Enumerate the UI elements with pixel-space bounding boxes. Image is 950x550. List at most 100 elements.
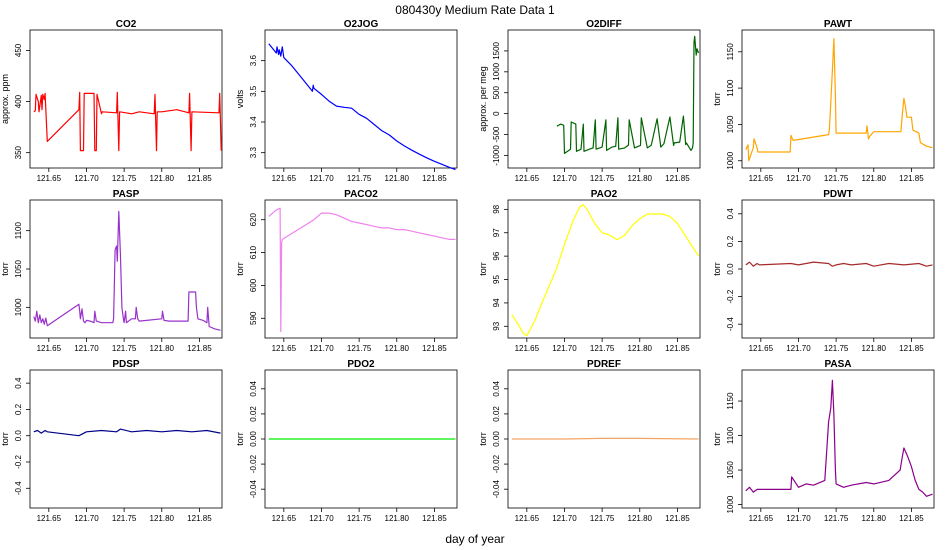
y-tick-label: 3.6	[249, 55, 258, 67]
x-tick-label: 121.65	[515, 514, 540, 523]
y-tick-label: 0.0	[14, 430, 23, 442]
x-tick-label: 121.75	[112, 514, 137, 523]
plot-frame	[264, 29, 458, 169]
x-tick-label: 121.65	[37, 514, 62, 523]
y-tick-label: 1000	[726, 151, 735, 169]
x-tick-label: 121.65	[272, 344, 297, 353]
y-tick-label: 1050	[726, 115, 735, 133]
y-tick-label: 3.3	[249, 147, 258, 159]
x-tick-label: 121.75	[347, 344, 372, 353]
y-tick-label: 3.4	[249, 116, 258, 128]
x-tick-label: 121.70	[552, 174, 577, 183]
panel-pasa: PASA torr 121.65 121.70 121.75 121.80 121.85 10…	[712, 359, 935, 523]
plot-frame	[741, 369, 935, 509]
y-tick-label: -500	[492, 126, 501, 143]
x-tick-label: 121.80	[150, 514, 175, 523]
x-tick-label: 121.75	[824, 344, 849, 353]
x-tick-label: 121.65	[272, 514, 297, 523]
x-tick-label: 121.75	[590, 344, 615, 353]
panel-co2: CO2 approx. ppm 121.65 121.70 121.75 121.80 12…	[0, 19, 223, 183]
x-tick-label: 121.85	[187, 344, 212, 353]
panel-title: PAO2	[591, 189, 618, 200]
x-tick-label: 121.65	[749, 344, 774, 353]
x-tick-label: 121.80	[862, 514, 887, 523]
panel-paco2: PACO2 torr 121.65 121.70 121.75 121.80 121.85 5…	[235, 189, 458, 353]
x-tick-label: 121.85	[422, 344, 447, 353]
x-tick-label: 121.65	[272, 174, 297, 183]
panel-title: PDSP	[112, 359, 140, 370]
series-line-0	[745, 38, 933, 162]
x-tick-label: 121.75	[590, 174, 615, 183]
series-line-0	[745, 261, 933, 267]
y-tick-label: 1150	[726, 43, 735, 61]
series-line-0	[268, 43, 456, 171]
x-tick-label: 121.85	[422, 174, 447, 183]
plot-frame	[507, 29, 701, 169]
x-tick-label: 121.70	[552, 514, 577, 523]
y-tick-label: -0.2	[726, 289, 735, 303]
panel-pawt: PAWT torr 121.65 121.70 121.75 121.80 121.85 10…	[712, 19, 935, 183]
y-tick-label: 1150	[726, 392, 735, 410]
y-tick-label: 0.04	[492, 380, 501, 396]
x-tick-label: 121.70	[552, 344, 577, 353]
y-tick-label: 620	[249, 212, 258, 226]
series-line-0	[33, 91, 222, 152]
series-line-0	[268, 207, 456, 332]
x-tick-label: 121.65	[37, 344, 62, 353]
x-tick-label: 121.85	[899, 514, 924, 523]
panel-title: CO2	[116, 19, 137, 30]
y-tick-label: -0.04	[249, 480, 258, 499]
x-tick-label: 121.65	[37, 174, 62, 183]
x-tick-label: 121.80	[385, 514, 410, 523]
x-tick-label: 121.75	[824, 174, 849, 183]
x-tick-label: 121.85	[899, 174, 924, 183]
y-tick-label: 600	[249, 278, 258, 292]
x-tick-label: 121.70	[309, 344, 334, 353]
y-tick-label: 610	[249, 245, 258, 259]
figure-title: 080430y Medium Rate Data 1	[395, 3, 555, 17]
panel-title: O2DIFF	[586, 19, 622, 30]
x-tick-label: 121.75	[590, 514, 615, 523]
x-tick-label: 121.80	[628, 174, 653, 183]
panel-title: PDWT	[823, 189, 852, 200]
y-tick-label: 450	[14, 43, 23, 57]
y-axis-label: torr	[0, 432, 10, 446]
y-tick-label: 500	[492, 86, 501, 100]
y-tick-label: 0.4	[726, 208, 735, 220]
y-axis-label: torr	[235, 432, 245, 446]
plot-frame	[741, 199, 935, 339]
x-tick-label: 121.85	[422, 514, 447, 523]
series-line-0	[33, 210, 221, 331]
x-tick-label: 121.75	[824, 514, 849, 523]
panel-title: PDREF	[587, 359, 621, 370]
y-axis-label: torr	[712, 432, 722, 446]
y-tick-label: 1000	[14, 298, 23, 316]
y-tick-label: 0.00	[492, 431, 501, 447]
plot-frame	[741, 29, 935, 169]
panel-o2diff: O2DIFF approx. per meg 121.65 121.70 121.75 1…	[478, 19, 701, 183]
panel-title: PAWT	[824, 19, 852, 30]
panel-title: O2JOG	[344, 19, 379, 30]
y-tick-label: 0.04	[249, 380, 258, 396]
y-tick-label: 1100	[726, 426, 735, 444]
panel-o2jog: O2JOG volts 121.65 121.70 121.75 121.80 121.85…	[235, 19, 458, 183]
y-tick-label: -0.04	[492, 480, 501, 499]
series-line-0	[745, 379, 933, 497]
x-tick-label: 121.70	[309, 174, 334, 183]
x-tick-label: 121.80	[150, 344, 175, 353]
y-axis-label: torr	[712, 262, 722, 276]
x-tick-label: 121.75	[112, 174, 137, 183]
y-tick-label: 0.4	[14, 377, 23, 389]
y-tick-label: -0.2	[14, 455, 23, 469]
series-line-0	[511, 204, 700, 337]
y-tick-label: 1000	[726, 495, 735, 513]
x-tick-label: 121.70	[74, 174, 99, 183]
y-axis-label: approx. ppm	[0, 74, 10, 124]
y-axis-label: torr	[478, 262, 488, 276]
y-tick-label: -0.02	[492, 454, 501, 473]
y-tick-label: 1000	[492, 62, 501, 80]
y-tick-label: 0.02	[492, 406, 501, 422]
series-line-0	[33, 428, 221, 437]
panel-pao2: PAO2 torr 121.65 121.70 121.75 121.80 121.85 93…	[478, 189, 701, 353]
